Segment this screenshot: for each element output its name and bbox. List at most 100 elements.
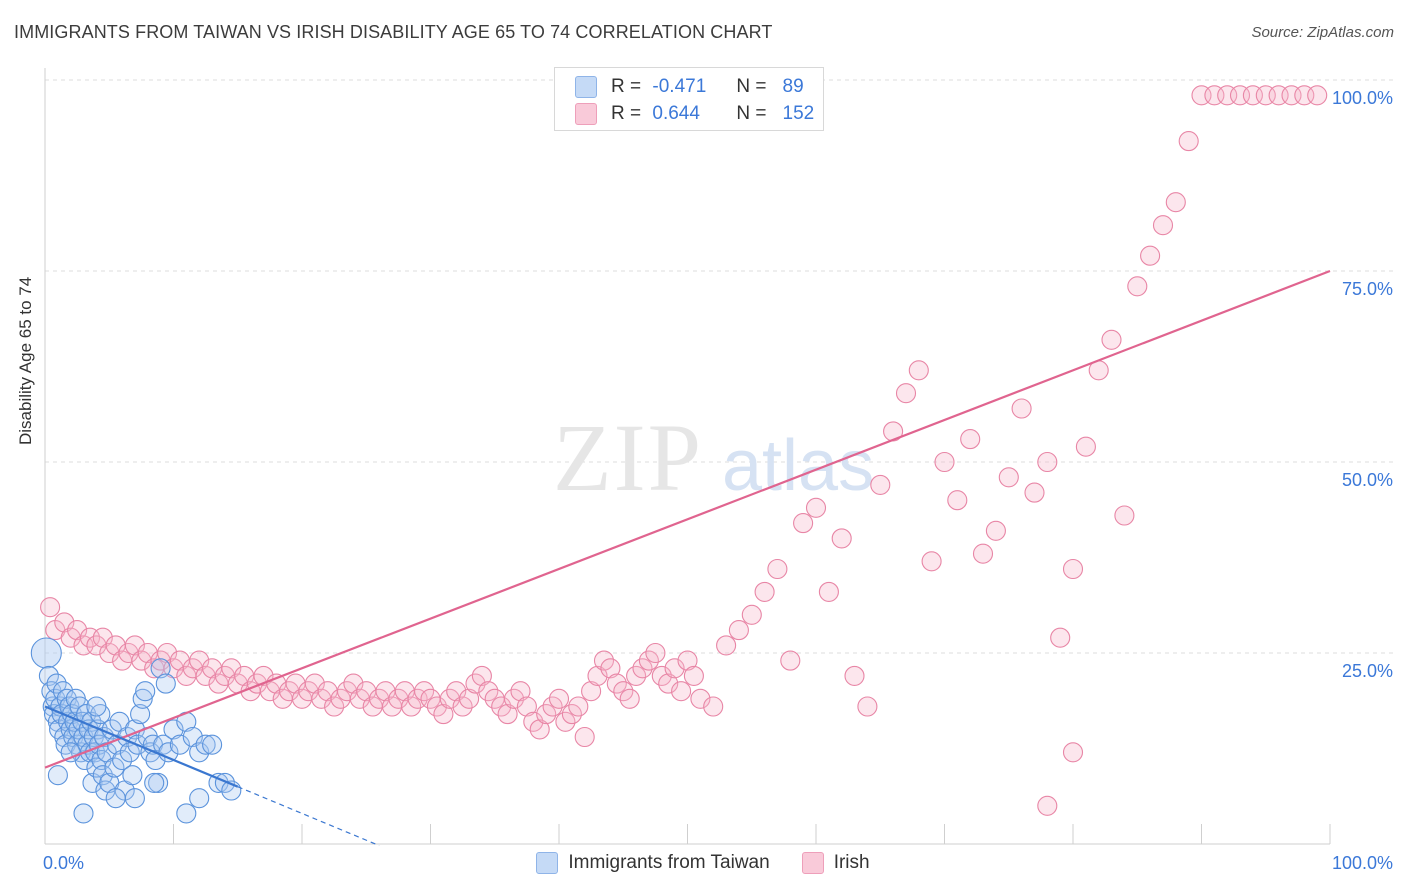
taiwan-point — [202, 734, 223, 755]
chart-title: IMMIGRANTS FROM TAIWAN VS IRISH DISABILI… — [14, 22, 773, 42]
irish-point — [645, 642, 666, 664]
irish-points — [40, 85, 1328, 816]
stats-r-label: R = — [611, 103, 642, 124]
trend-lines — [44, 269, 1331, 847]
source-credit: Source: ZipAtlas.com — [1251, 24, 1394, 41]
y-tick-label: 100.0% — [1332, 88, 1393, 108]
irish-point — [548, 688, 570, 709]
irish-point — [870, 474, 891, 495]
irish-point — [529, 719, 550, 740]
taiwan-point — [155, 673, 176, 694]
grid-lines — [45, 79, 1395, 654]
irish-point — [677, 650, 698, 671]
irish-trend-line — [44, 269, 1331, 769]
irish-point — [568, 696, 589, 717]
taiwan-trend-line — [44, 705, 239, 788]
irish-point — [998, 467, 1019, 488]
taiwan-trend-extension — [237, 786, 380, 847]
irish-point — [1165, 192, 1186, 213]
irish-point — [857, 696, 878, 717]
irish-point — [459, 688, 480, 709]
irish-point — [619, 688, 640, 709]
taiwan-point — [104, 757, 125, 778]
y-axis-label: Disability Age 65 to 74 — [16, 276, 35, 445]
taiwan-point — [73, 803, 94, 824]
taiwan-point — [86, 696, 107, 717]
taiwan-point — [92, 765, 113, 786]
irish-point — [510, 681, 531, 702]
irish-point — [92, 627, 113, 648]
y-tick-label: 25.0% — [1342, 661, 1393, 681]
taiwan-point — [130, 704, 151, 725]
taiwan-point — [132, 688, 153, 709]
irish-point — [1140, 245, 1161, 266]
irish-point — [947, 490, 968, 511]
taiwan-point — [47, 765, 68, 786]
stats-r-value: -0.471 — [652, 76, 707, 97]
irish-point — [446, 681, 467, 702]
irish-point — [960, 429, 981, 450]
irish-point — [921, 551, 942, 572]
y-tick-label: 50.0% — [1342, 470, 1393, 490]
irish-point — [189, 650, 210, 671]
stats-swatch-taiwan — [575, 76, 597, 98]
irish-point — [1062, 558, 1084, 580]
taiwan-point — [135, 681, 156, 702]
irish-point — [1101, 329, 1122, 350]
irish-point — [54, 612, 75, 633]
stats-n-value: 152 — [782, 103, 815, 124]
irish-point — [304, 673, 325, 694]
irish-point — [934, 451, 955, 473]
irish-point — [1037, 451, 1058, 473]
stats-r-label: R = — [611, 76, 642, 97]
watermark: ZIP atlas — [553, 404, 874, 511]
taiwan-point — [82, 772, 103, 793]
y-tick-label: 75.0% — [1342, 279, 1393, 299]
taiwan-point — [189, 788, 210, 809]
legend-label-irish: Irish — [833, 852, 870, 873]
taiwan-point — [30, 637, 62, 669]
stats-n-label: N = — [736, 76, 767, 97]
irish-point — [703, 696, 724, 717]
taiwan-point — [60, 742, 81, 763]
irish-point — [767, 558, 788, 580]
series-legend: Immigrants from Taiwan Irish — [0, 852, 1406, 874]
irish-point — [908, 360, 929, 381]
legend-item-irish[interactable]: Irish — [801, 852, 870, 874]
irish-point — [67, 620, 88, 641]
taiwan-point — [195, 734, 216, 755]
irish-point — [1307, 85, 1328, 106]
irish-point — [40, 597, 61, 618]
irish-point — [1152, 215, 1174, 236]
irish-point — [664, 658, 685, 679]
x-tick-label-min: 0.0% — [43, 853, 84, 873]
irish-point — [1011, 398, 1032, 419]
irish-point — [324, 696, 345, 717]
irish-point — [433, 704, 454, 725]
stats-row-taiwan: R = -0.471 N = 89 — [575, 74, 804, 100]
irish-point — [574, 726, 595, 748]
irish-point — [1037, 795, 1058, 816]
watermark-zip: ZIP — [553, 404, 703, 511]
legend-item-taiwan[interactable]: Immigrants from Taiwan — [536, 852, 770, 874]
irish-point — [1178, 131, 1199, 152]
stats-legend: R = -0.471 N = 89 R = 0.644 N = 152 — [554, 67, 824, 131]
irish-point — [1127, 276, 1148, 297]
irish-point — [683, 665, 704, 686]
irish-point — [1075, 436, 1096, 457]
irish-point — [157, 642, 178, 664]
taiwan-point — [106, 734, 128, 755]
irish-point — [741, 604, 762, 625]
stats-r-value: 0.644 — [652, 103, 700, 124]
irish-point — [1050, 627, 1071, 648]
x-tick-label-max: 100.0% — [1332, 853, 1393, 873]
irish-point — [452, 696, 473, 717]
legend-swatch-irish — [801, 852, 824, 874]
tick-labels: 25.0% 50.0% 75.0% 100.0% 0.0% 100.0% — [43, 88, 1393, 873]
taiwan-point — [182, 726, 203, 748]
irish-point — [555, 711, 576, 732]
irish-point — [1114, 505, 1135, 526]
irish-point — [793, 513, 814, 534]
irish-point — [124, 635, 145, 656]
legend-swatch-taiwan — [536, 852, 559, 874]
